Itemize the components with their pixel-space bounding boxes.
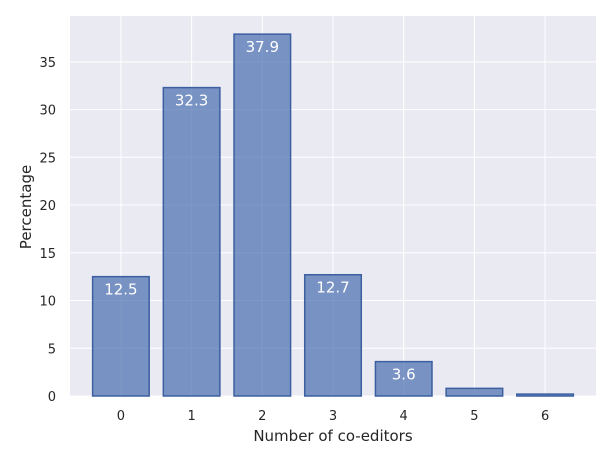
y-tick-label: 25 — [39, 151, 56, 166]
bar-value-label: 12.7 — [316, 279, 349, 297]
y-tick-label: 30 — [39, 104, 56, 119]
x-axis-label: Number of co-editors — [253, 427, 413, 445]
bar — [374, 360, 433, 397]
x-tick-label: 3 — [329, 409, 337, 424]
bars — [91, 33, 575, 397]
y-tick-label: 10 — [39, 295, 56, 310]
x-tick-label: 4 — [400, 409, 408, 424]
x-tick-label: 6 — [541, 409, 549, 424]
y-tick-labels: 0 5 10 15 20 25 30 35 — [39, 56, 56, 405]
bar-value-label: 12.5 — [104, 281, 137, 299]
y-tick-label: 5 — [48, 342, 56, 357]
y-tick-label: 15 — [39, 247, 56, 262]
bar-value-label: 3.6 — [392, 366, 416, 384]
bar — [303, 273, 363, 397]
bar-value-label: 32.3 — [175, 92, 208, 110]
bar — [445, 387, 504, 397]
bar-value-label: 37.9 — [246, 38, 279, 56]
bar — [162, 86, 221, 397]
bar-value-labels: 12.5 32.3 37.9 12.7 3.6 — [104, 38, 415, 383]
y-tick-label: 0 — [48, 390, 56, 405]
bar — [516, 393, 575, 397]
x-tick-label: 0 — [117, 409, 125, 424]
bar — [91, 275, 150, 397]
y-tick-label: 35 — [39, 56, 56, 71]
x-tick-label: 5 — [470, 409, 478, 424]
x-tick-label: 2 — [258, 409, 266, 424]
x-tick-labels: 0 1 2 3 4 5 6 — [117, 409, 549, 424]
y-axis-label: Percentage — [17, 165, 35, 249]
x-tick-label: 1 — [187, 409, 195, 424]
bar — [233, 33, 292, 397]
y-tick-label: 20 — [39, 199, 56, 214]
